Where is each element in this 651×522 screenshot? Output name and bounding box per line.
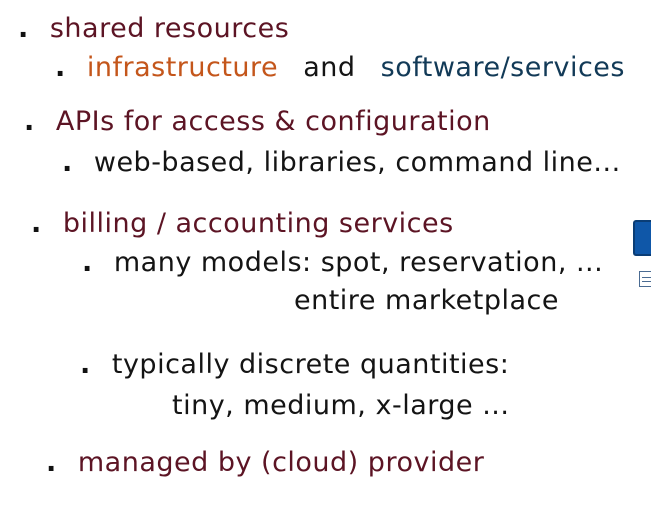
bullet-managed-by: . managed by (cloud) provider [46, 449, 484, 476]
label-access-methods: web-based, libraries, command line... [93, 147, 621, 178]
bullet-dot: . [55, 52, 66, 83]
heading-managed-by: managed by (cloud) provider [77, 447, 485, 478]
bullet-dot: . [62, 147, 73, 178]
label-models-line-2: entire marketplace [294, 285, 559, 316]
label-infrastructure: infrastructure [86, 52, 279, 83]
subbullet-models-line-1: . many models: spot, reservation, ... [82, 249, 603, 276]
label-quantities-line-2: tiny, medium, x-large ... [172, 390, 510, 421]
heading-billing: billing / accounting services [62, 208, 454, 239]
subbullet-models-line-2: entire marketplace [294, 287, 559, 314]
bullet-billing: . billing / accounting services [31, 210, 454, 237]
bullet-dot: . [24, 106, 35, 137]
label-and: and [303, 52, 356, 83]
bullet-apis: . APIs for access & configuration [24, 108, 491, 135]
subbullet-quantities-line-1: . typically discrete quantities: [80, 351, 509, 378]
bullet-dot: . [80, 349, 91, 380]
document-icon[interactable] [639, 271, 651, 287]
heading-apis: APIs for access & configuration [55, 106, 491, 137]
bullet-dot: . [31, 208, 42, 239]
bullet-dot: . [46, 447, 57, 478]
bullet-dot: . [82, 247, 93, 278]
blue-button-icon[interactable] [633, 220, 651, 256]
clipped-top-stroke [555, 0, 651, 8]
subbullet-quantities-line-2: tiny, medium, x-large ... [172, 392, 509, 419]
subbullet-infrastructure-software: . infrastructure and software/services [55, 54, 625, 81]
bullet-shared-resources: . shared resources [18, 15, 289, 42]
label-quantities-line-1: typically discrete quantities: [111, 349, 510, 380]
label-software-services: software/services [380, 52, 625, 83]
label-models-line-1: many models: spot, reservation, ... [113, 247, 604, 278]
bullet-dot: . [18, 13, 29, 44]
subbullet-access-methods: . web-based, libraries, command line... [62, 149, 621, 176]
heading-shared-resources: shared resources [49, 13, 290, 44]
